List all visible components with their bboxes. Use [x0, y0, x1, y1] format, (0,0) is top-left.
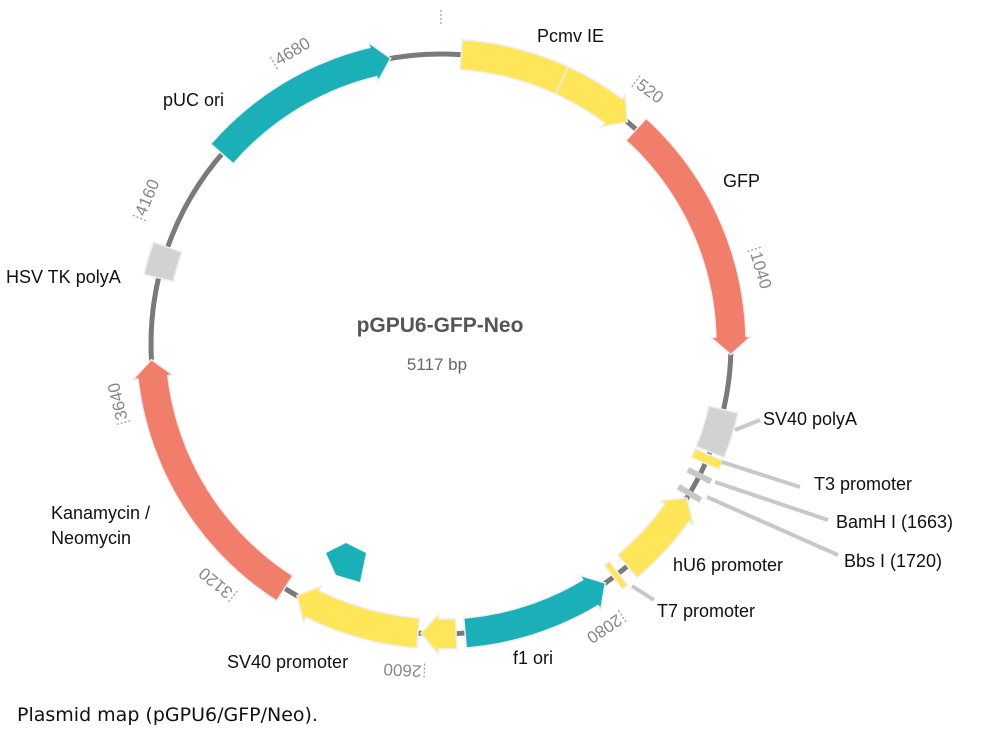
feature-kanamycin-neomycin — [131, 358, 294, 602]
loose-teal-marker — [326, 543, 366, 582]
feature-hu6-promoter — [616, 497, 695, 579]
tick-label: 1040 — [746, 249, 775, 291]
label-t7-promoter: T7 promoter — [657, 601, 755, 621]
label-pcmv-ie: Pcmv IE — [537, 26, 604, 46]
leader-lines — [630, 418, 839, 602]
tick-label: 4680 — [271, 34, 313, 70]
feature-sv40-polya — [695, 405, 740, 459]
tick-label: 3640 — [104, 381, 132, 422]
feature-pcmv-ie — [459, 38, 570, 95]
label-t3-promoter: T3 promoter — [814, 474, 912, 494]
tick-3640: 3640 — [104, 381, 132, 426]
tick-label: 2080 — [583, 610, 625, 647]
label-puc-ori: pUC ori — [163, 90, 224, 110]
tick-mark — [423, 663, 426, 680]
tick-2080: 2080 — [583, 610, 628, 647]
tick-mark — [268, 54, 278, 70]
tick-mark — [114, 420, 131, 426]
feature-feature — [419, 612, 458, 657]
label-bbs-i: Bbs I (1720) — [844, 551, 942, 571]
label-hsv-tk-polya: HSV TK polyA — [6, 267, 121, 287]
tick-2600: 2600 — [383, 660, 426, 681]
plasmid-size: 5117 bp — [407, 355, 467, 374]
figure-caption: Plasmid map (pGPU6/GFP/Neo). — [17, 704, 318, 726]
tick-label: 3120 — [195, 563, 236, 602]
label-neomycin: Neomycin — [51, 528, 131, 548]
feature-sv40-promoter — [296, 584, 421, 649]
label-f1-ori: f1 ori — [513, 648, 553, 668]
feature-t7-promoter — [603, 560, 629, 591]
feature-pcmv-ie — [554, 65, 629, 128]
label-bamh-i: BamH I (1663) — [836, 512, 953, 532]
tick-3120: 3120 — [195, 563, 238, 604]
tick-label: 4160 — [131, 176, 163, 218]
label-sv40-polya: SV40 polyA — [763, 409, 857, 429]
feature-gfp — [624, 117, 753, 356]
feature-f1-ori — [462, 574, 607, 649]
site-bamh-i — [686, 467, 713, 485]
features — [131, 38, 753, 657]
feature-hsv-tk-polya — [143, 241, 183, 283]
tick-label: 2600 — [383, 660, 422, 681]
label-kanamycin: Kanamycin / — [51, 503, 150, 523]
tick-mark — [130, 213, 146, 222]
feature-t3-promoter — [690, 447, 724, 471]
feature-puc-ori — [209, 40, 392, 165]
label-hu6-promoter: hU6 promoter — [673, 555, 783, 575]
site-bbs-i — [676, 484, 703, 503]
label-gfp: GFP — [723, 171, 760, 191]
tick-1040: 1040 — [746, 246, 775, 291]
restriction-sites — [676, 467, 713, 503]
tick-4680: 4680 — [268, 34, 314, 70]
plasmid-name: pGPU6-GFP-Neo — [357, 314, 524, 337]
label-sv40-promoter: SV40 promoter — [227, 652, 348, 672]
tick-label: 520 — [633, 75, 667, 107]
tick-520: 520 — [631, 73, 667, 107]
tick-4160: 4160 — [130, 176, 163, 222]
tick-mark — [226, 590, 238, 604]
